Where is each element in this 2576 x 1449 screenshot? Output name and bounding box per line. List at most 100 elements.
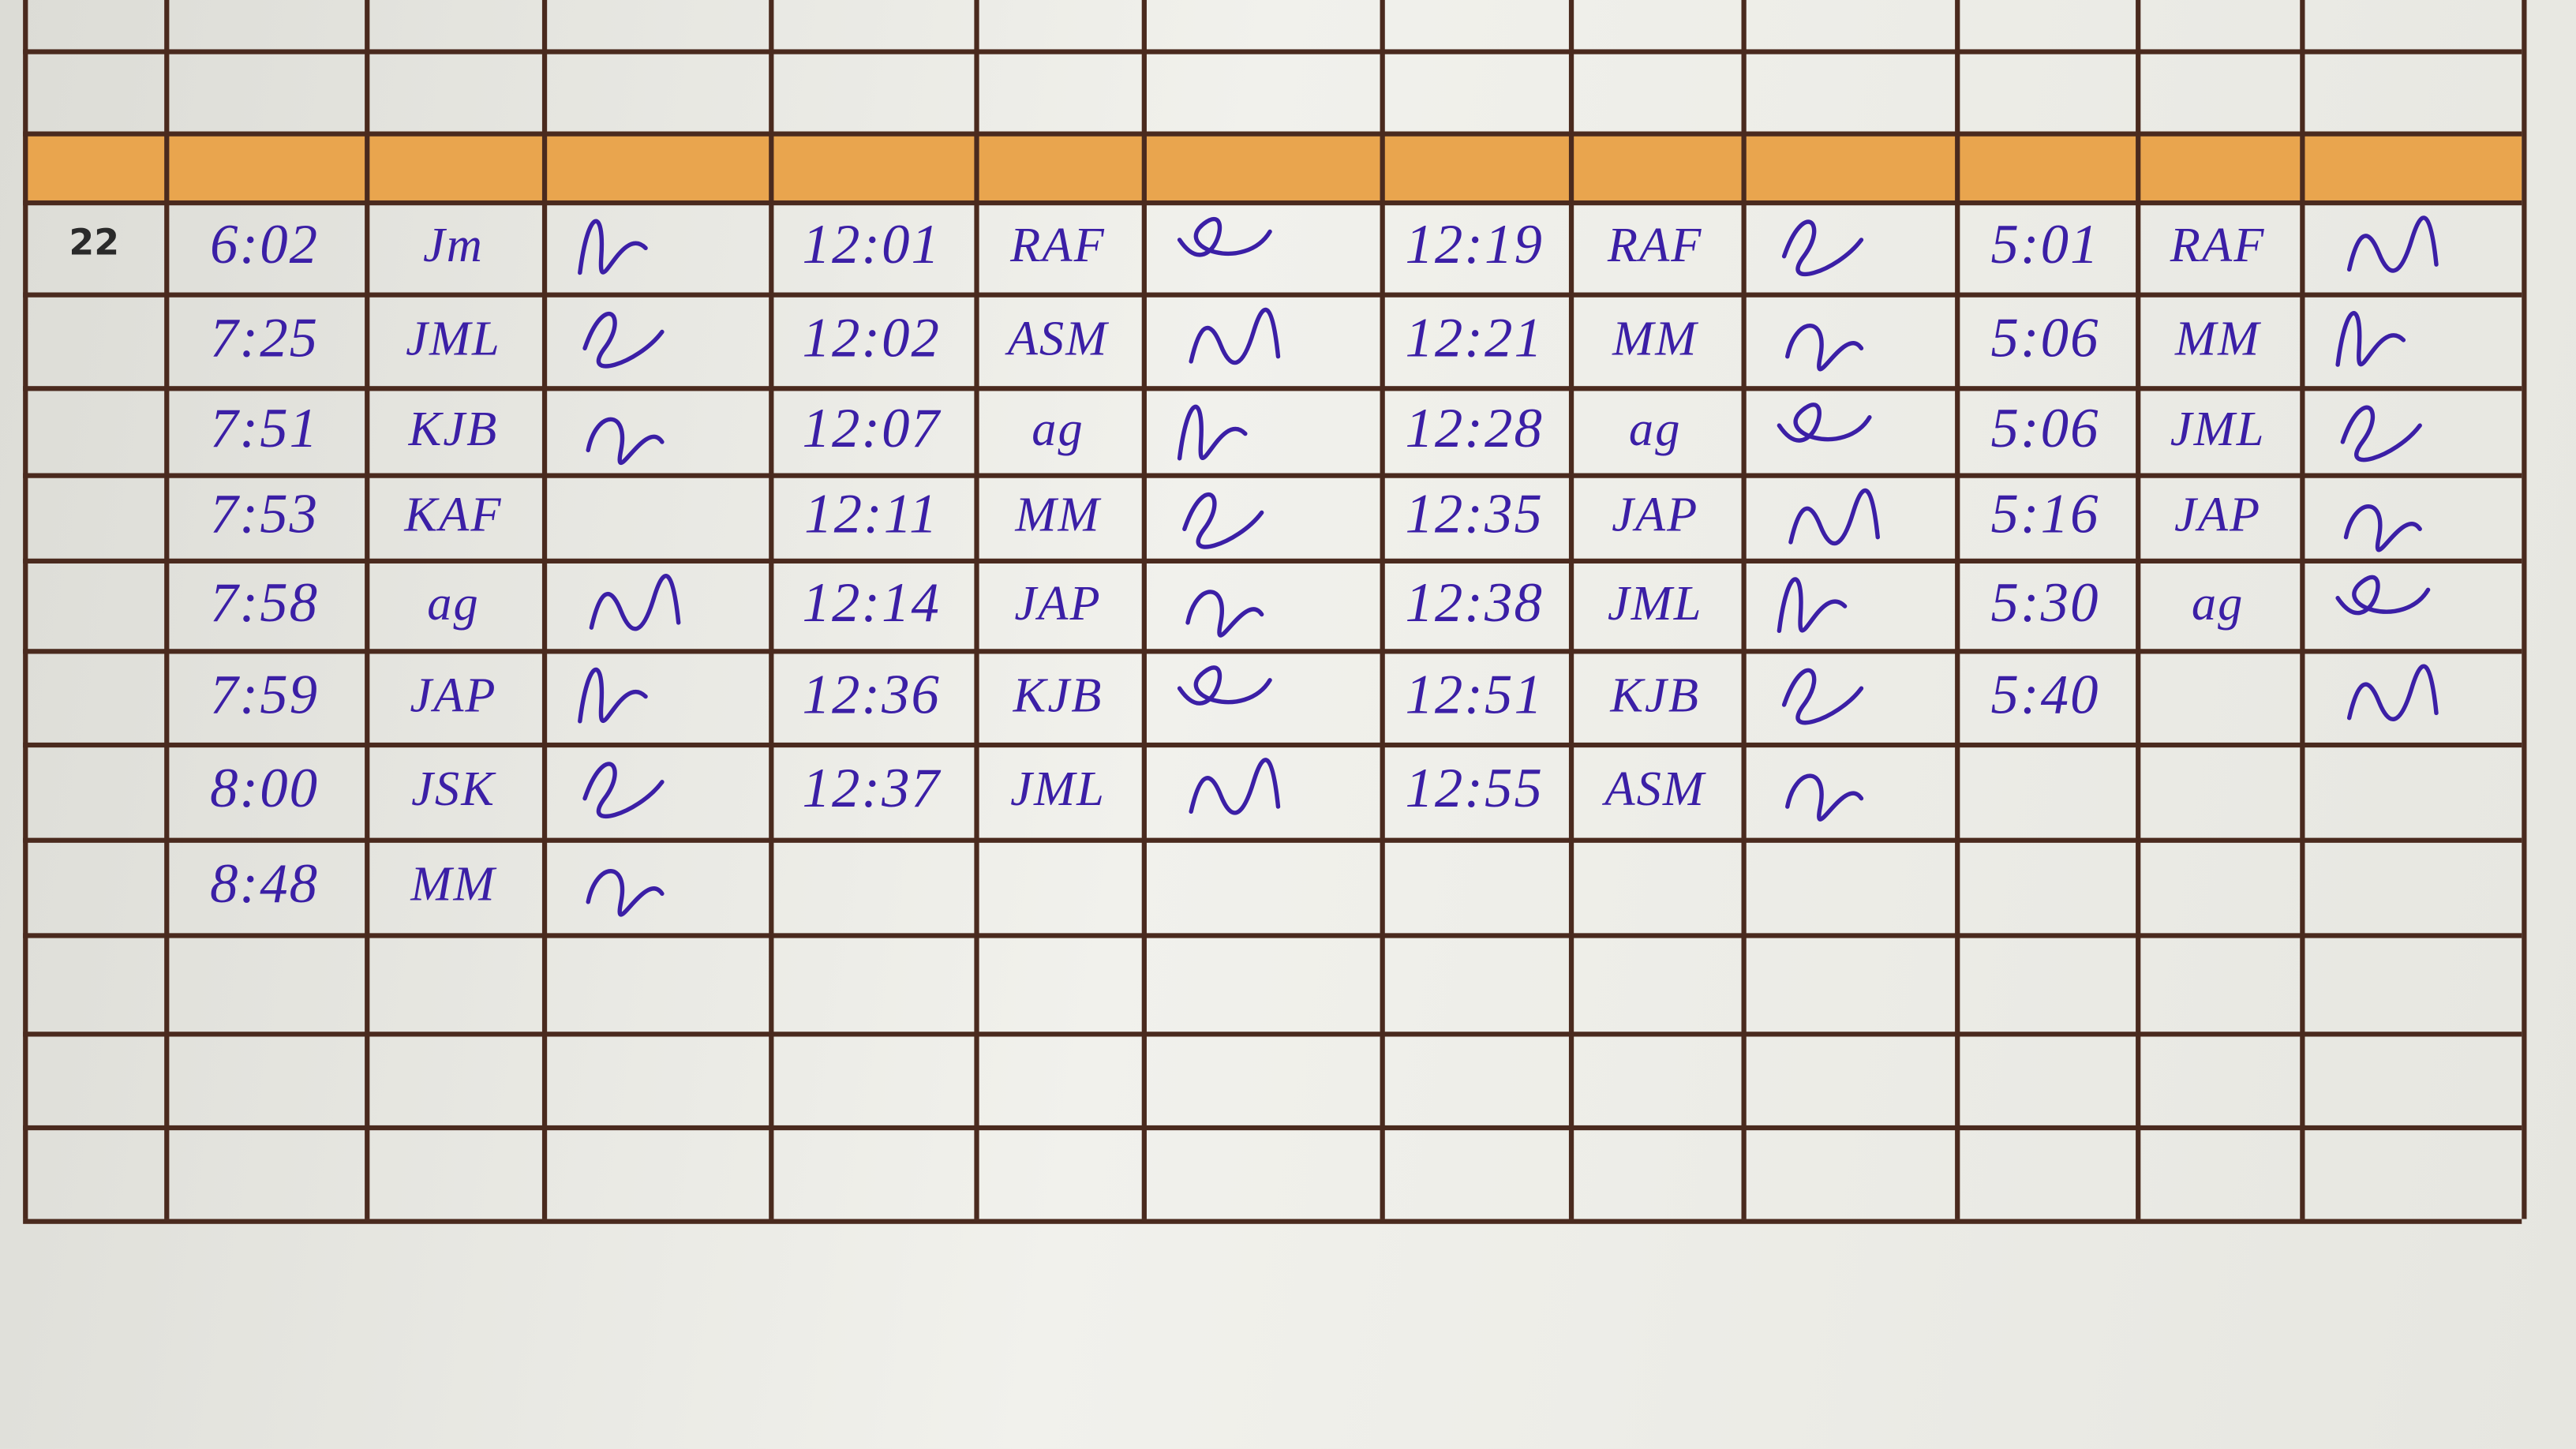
entry-time: 12:51 <box>1405 665 1544 726</box>
signature-scribble <box>1777 402 1872 443</box>
entry-initials: JAP <box>2174 488 2262 542</box>
entry-time: 12:07 <box>802 398 942 459</box>
entry-initials: JML <box>2170 401 2266 456</box>
entry-initials: JML <box>406 311 501 366</box>
signature-scribble <box>1189 307 1281 365</box>
entry-initials: JAP <box>1014 575 1102 631</box>
signature-scribble <box>586 869 665 917</box>
entry-time: 12:55 <box>1405 758 1544 820</box>
grid-row-line <box>23 837 2522 842</box>
entry-time: 5:06 <box>1990 398 2100 459</box>
entry-time: 12:36 <box>802 665 942 726</box>
signature-scribble <box>578 667 648 724</box>
grid-row-line <box>23 292 2522 297</box>
grid-column-line <box>1141 0 1146 1219</box>
signature-scribble <box>2340 405 2422 462</box>
grid-column-line <box>2300 0 2305 1219</box>
entry-initials: MM <box>1612 311 1698 366</box>
grid-row-line <box>23 473 2522 477</box>
entry-initials: KJB <box>408 401 499 456</box>
entry-time: 6:02 <box>210 215 320 276</box>
grid-column-line <box>1741 0 1746 1219</box>
entry-time: 8:48 <box>210 854 320 915</box>
grid-column-line <box>23 0 28 1219</box>
entry-initials: ASM <box>1007 311 1109 366</box>
entry-time: 5:01 <box>1990 215 2100 276</box>
grid-row-line <box>23 933 2522 938</box>
entry-time: 8:00 <box>210 758 320 820</box>
day-number: 22 <box>69 223 120 265</box>
signature-scribble <box>589 574 681 631</box>
entry-initials: JAP <box>410 668 497 722</box>
signature-scribble <box>1177 216 1272 257</box>
signature-scribble <box>1177 404 1248 461</box>
signature-scribble <box>1185 590 1264 638</box>
grid-row-line <box>23 1219 2522 1223</box>
signature-scribble <box>586 417 665 466</box>
grid-column-line <box>1568 0 1574 1219</box>
entry-initials: Jm <box>423 218 484 273</box>
grid-row-line <box>23 131 2522 136</box>
grid-column-line <box>974 0 979 1219</box>
signature-scribble <box>1781 668 1864 725</box>
signature-scribble <box>2335 311 2406 367</box>
entry-time: 12:14 <box>802 572 942 634</box>
sign-in-log-sheet: 22 6:02 Jm 7:25 JML 7:51 KJB 7:53 KAF 7:58 ag 7:59… <box>23 0 2526 1223</box>
signature-scribble <box>1177 665 1272 706</box>
grid-row-line <box>23 1032 2522 1036</box>
entry-time: 12:35 <box>1405 485 1544 546</box>
entry-initials: MM <box>410 857 496 912</box>
grid-row-line <box>23 1125 2522 1130</box>
signature-scribble <box>2346 664 2439 721</box>
grid-row-line <box>23 200 2522 205</box>
entry-initials: JAP <box>1612 488 1699 542</box>
signature-scribble <box>578 219 648 275</box>
grid-column-line <box>365 0 369 1219</box>
entry-initials: JSK <box>411 762 496 817</box>
entry-time: 12:11 <box>804 485 939 546</box>
entry-initials: ag <box>1032 401 1084 456</box>
grid-column-line <box>1380 0 1384 1219</box>
signature-scribble <box>1182 492 1264 549</box>
entry-initials: KJB <box>1013 668 1103 722</box>
entry-time: 12:21 <box>1405 308 1544 369</box>
signature-scribble <box>582 311 665 369</box>
signature-scribble <box>1785 773 1864 822</box>
signature-scribble <box>1781 219 1864 277</box>
entry-initials: RAF <box>1607 218 1703 273</box>
entry-time: 12:37 <box>802 758 942 820</box>
signature-scribble <box>1189 758 1281 815</box>
entry-time: 5:30 <box>1990 572 2100 634</box>
header-band <box>23 131 2522 200</box>
signature-scribble <box>1788 488 1880 546</box>
grid-column-line <box>2136 0 2140 1219</box>
entry-initials: JML <box>1010 762 1106 817</box>
entry-initials: MM <box>2175 311 2261 366</box>
entry-time: 5:06 <box>1990 308 2100 369</box>
entry-initials: KJB <box>1610 668 1701 722</box>
signature-scribble <box>2343 504 2422 552</box>
entry-time: 7:51 <box>210 398 320 459</box>
entry-initials <box>2136 649 2300 743</box>
entry-initials: ASM <box>1604 762 1706 817</box>
entry-time: 12:01 <box>802 215 942 276</box>
entry-time: 5:16 <box>1990 485 2100 546</box>
grid-column-line <box>769 0 773 1219</box>
signature-scribble <box>582 762 665 818</box>
entry-time: 12:02 <box>802 308 942 369</box>
grid-row-line <box>23 649 2522 653</box>
grid-column-line <box>541 0 547 1219</box>
entry-initials: JML <box>1607 575 1703 631</box>
entry-initials: RAF <box>2170 218 2266 273</box>
entry-time: 7:25 <box>210 308 320 369</box>
signature-scribble <box>2335 575 2431 616</box>
entry-initials: ag <box>2191 575 2245 631</box>
entry-time: 7:53 <box>210 485 320 546</box>
entry-time: 12:28 <box>1405 398 1544 459</box>
grid-row-line <box>23 386 2522 391</box>
entry-time: 12:38 <box>1405 572 1544 634</box>
entry-time: 5:40 <box>1990 665 2100 726</box>
entry-time: 7:59 <box>210 665 320 726</box>
entry-initials: RAF <box>1010 218 1106 273</box>
